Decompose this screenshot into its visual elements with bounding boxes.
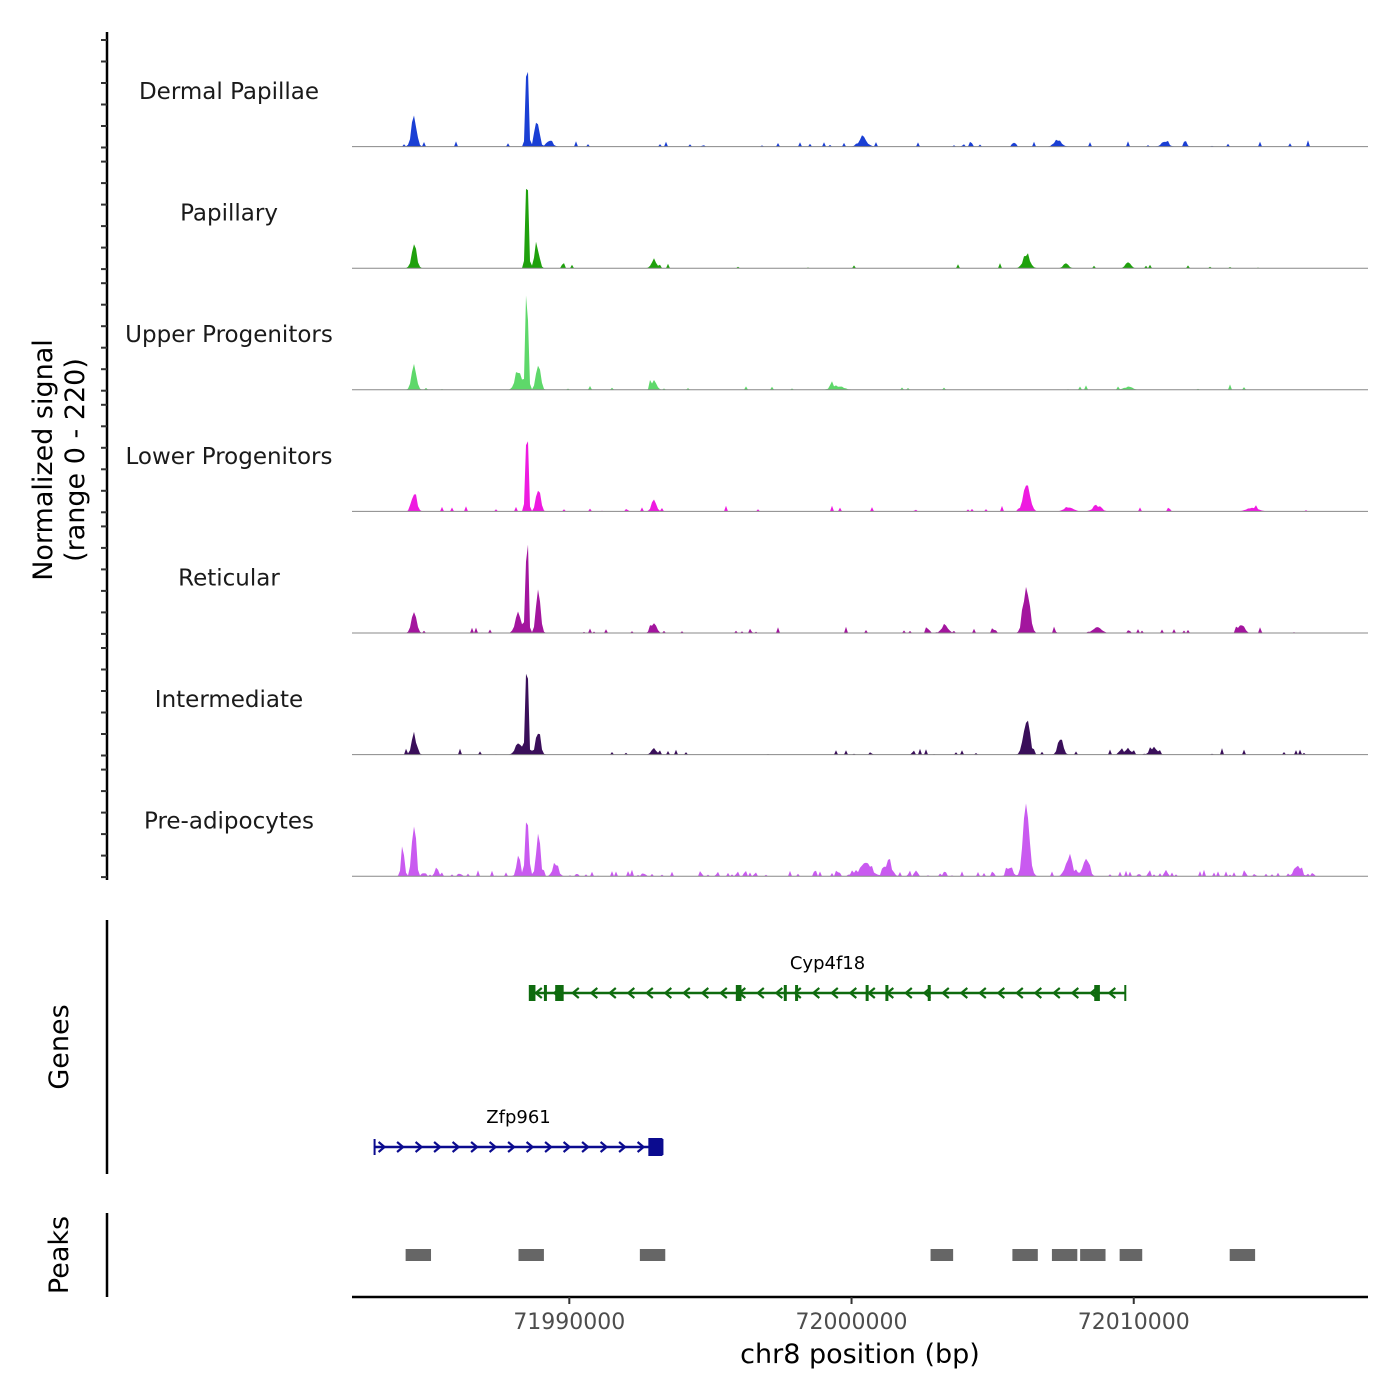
track-label: Papillary <box>180 201 278 227</box>
strand-chevron <box>756 987 765 999</box>
genes-panel-label: Genes <box>44 1004 75 1089</box>
peak-region <box>1229 1249 1256 1261</box>
strand-chevron <box>1107 987 1117 999</box>
strand-chevron <box>414 1141 424 1153</box>
strand-chevron <box>589 987 599 999</box>
strand-chevron <box>562 1141 572 1153</box>
coverage-area <box>352 295 1368 390</box>
exon-block <box>795 985 799 1001</box>
strand-chevron <box>774 987 784 999</box>
coverage-area <box>352 544 1368 633</box>
exon-block <box>927 985 931 1001</box>
strand-chevron <box>396 1141 405 1153</box>
peak-region <box>639 1249 666 1261</box>
strand-chevron <box>830 987 839 999</box>
coverage-area <box>352 803 1368 877</box>
exon-block <box>555 985 564 1001</box>
coverage-area <box>352 673 1368 755</box>
exon-block <box>1094 985 1100 1001</box>
track-label: Lower Progenitors <box>126 444 333 470</box>
peak-region <box>1012 1249 1038 1261</box>
y-axis-title-line2: (range 0 - 220) <box>60 358 91 562</box>
strand-chevron <box>599 1141 609 1153</box>
strand-chevron <box>488 1141 498 1153</box>
strand-chevron <box>867 987 876 999</box>
coverage-area <box>352 441 1368 512</box>
exon-block <box>885 985 889 1001</box>
track-label: Upper Progenitors <box>125 322 333 348</box>
gene-annotations: Cyp4f18 Zfp961 <box>373 953 1127 1156</box>
strand-chevron <box>377 1141 387 1153</box>
gene-label: Zfp961 <box>486 1107 550 1128</box>
strand-chevron <box>525 1141 535 1153</box>
peak-region <box>1051 1249 1078 1261</box>
strand-chevron <box>636 1141 646 1153</box>
strand-chevron <box>608 987 617 999</box>
strand-chevron <box>544 1141 553 1153</box>
x-tick-label: 72010000 <box>1078 1310 1190 1335</box>
peak-region <box>1080 1249 1106 1261</box>
strand-chevron <box>581 1141 590 1153</box>
gene-model: Cyp4f18 <box>528 953 1127 1001</box>
strand-chevron <box>719 987 728 999</box>
x-tick-label: 72000000 <box>796 1310 908 1335</box>
exon-block <box>529 985 536 1001</box>
track-label: Dermal Papillae <box>139 79 319 105</box>
peak-regions <box>405 1249 1256 1261</box>
strand-chevron <box>941 987 950 999</box>
peak-region <box>518 1249 544 1261</box>
gene-label: Cyp4f18 <box>790 953 865 974</box>
strand-chevron <box>978 987 987 999</box>
strand-chevron <box>959 987 969 999</box>
coverage-area <box>352 188 1368 269</box>
strand-chevron <box>682 987 691 999</box>
strand-chevron <box>793 987 802 999</box>
exon-block <box>865 985 869 1001</box>
strand-chevron <box>700 987 710 999</box>
strand-chevron <box>848 987 858 999</box>
strand-chevron <box>996 987 1006 999</box>
strand-chevron <box>451 1141 461 1153</box>
y-axis-title-line1: Normalized signal <box>28 339 59 581</box>
strand-chevron <box>571 987 580 999</box>
track-label: Reticular <box>178 565 280 591</box>
exon-block <box>735 985 742 1001</box>
strand-chevron <box>433 1141 442 1153</box>
strand-chevron <box>470 1141 479 1153</box>
gene-model: Zfp961 <box>373 1107 664 1156</box>
strand-chevron <box>618 1141 627 1153</box>
coverage-area <box>352 71 1368 147</box>
exon-block <box>783 985 787 1001</box>
track-labels: Dermal Papillae Papillary Upper Progenitor… <box>125 79 333 835</box>
exon-block <box>648 1138 663 1156</box>
x-axis-title: chr8 position (bp) <box>740 1339 980 1370</box>
peak-region <box>405 1249 432 1261</box>
strand-chevron <box>645 987 654 999</box>
strand-chevron <box>1015 987 1024 999</box>
peak-region <box>930 1249 954 1261</box>
track-label: Pre-adipocytes <box>144 809 314 835</box>
peaks-panel-label: Peaks <box>44 1216 75 1294</box>
track-label: Intermediate <box>155 687 303 713</box>
strand-chevron <box>811 987 821 999</box>
x-tick-label: 71990000 <box>513 1310 625 1335</box>
strand-chevron <box>1052 987 1061 999</box>
peak-region <box>1119 1249 1143 1261</box>
strand-chevron <box>507 1141 516 1153</box>
strand-chevron <box>534 987 543 999</box>
strand-chevron <box>1033 987 1043 999</box>
axes: 71990000 72000000 72010000 <box>101 32 1368 1335</box>
strand-chevron <box>626 987 636 999</box>
strand-chevron <box>1070 987 1080 999</box>
exon-block <box>543 985 547 1001</box>
coverage-tracks <box>352 71 1368 877</box>
strand-chevron <box>904 987 913 999</box>
strand-chevron <box>663 987 673 999</box>
